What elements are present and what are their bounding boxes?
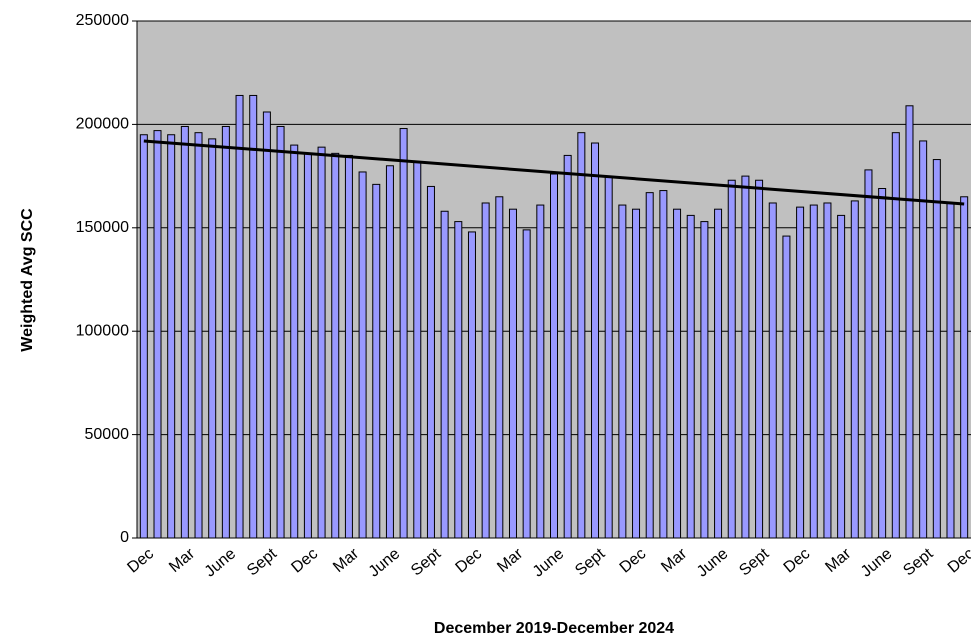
- bar: [249, 94, 258, 539]
- y-tick-label: 50000: [85, 426, 130, 443]
- bar: [905, 105, 914, 539]
- bar: [563, 154, 572, 539]
- y-tick-label: 250000: [76, 12, 129, 29]
- bar: [618, 204, 627, 539]
- y-tick-label: 150000: [76, 219, 129, 236]
- bar: [604, 175, 613, 539]
- bar: [673, 208, 682, 539]
- bar: [290, 144, 299, 539]
- bar: [317, 146, 326, 539]
- x-tick-label: June: [858, 545, 896, 580]
- bar: [262, 111, 271, 539]
- bar: [139, 134, 148, 539]
- x-tick-label: Dec: [781, 545, 814, 576]
- bar: [700, 221, 709, 539]
- x-tick-label: Mar: [658, 545, 691, 576]
- bar: [577, 132, 586, 539]
- bar: [153, 130, 162, 539]
- bar: [659, 190, 668, 539]
- bar: [960, 196, 969, 539]
- bar: [878, 188, 887, 539]
- bar: [167, 134, 176, 539]
- bar: [714, 208, 723, 539]
- x-tick-label: Mar: [166, 545, 199, 576]
- bar: [522, 229, 531, 539]
- bar: [467, 231, 476, 539]
- x-tick-label: Sept: [244, 545, 281, 580]
- bar: [645, 192, 654, 539]
- bar: [809, 204, 818, 539]
- bar: [331, 152, 340, 539]
- x-tick-label: Dec: [945, 545, 971, 576]
- x-tick-label: Sept: [900, 545, 937, 580]
- bar: [837, 214, 846, 539]
- bar: [372, 183, 381, 539]
- bar: [823, 202, 832, 539]
- bar: [440, 210, 449, 539]
- x-tick-label: Sept: [736, 545, 773, 580]
- x-tick-label: Dec: [453, 545, 486, 576]
- bar: [755, 179, 764, 539]
- y-tick-label: 200000: [76, 116, 129, 133]
- trendline: [143, 139, 965, 206]
- bar: [536, 204, 545, 539]
- x-tick-label: Dec: [124, 545, 157, 576]
- bar: [508, 208, 517, 539]
- bar: [796, 206, 805, 539]
- bar: [481, 202, 490, 539]
- bar: [221, 125, 230, 539]
- bar: [891, 132, 900, 539]
- bar: [180, 125, 189, 539]
- bar: [864, 169, 873, 539]
- bar: [550, 173, 558, 539]
- bar: [276, 125, 285, 539]
- bar: [591, 142, 600, 539]
- x-tick-label: June: [366, 545, 404, 580]
- bar: [850, 200, 859, 539]
- bar: [946, 202, 955, 539]
- bar: [344, 154, 353, 539]
- bar: [399, 128, 408, 539]
- bar: [235, 94, 244, 539]
- x-tick-label: Mar: [822, 545, 855, 576]
- x-tick-label: Dec: [617, 545, 650, 576]
- bar: [358, 171, 367, 539]
- bar: [768, 202, 777, 539]
- x-tick-label: Mar: [330, 545, 363, 576]
- y-tick-label: 0: [120, 529, 129, 546]
- x-axis-title: December 2019-December 2024: [434, 620, 674, 637]
- y-tick-label: 100000: [76, 322, 129, 339]
- bar: [686, 214, 695, 539]
- x-tick-label: June: [530, 545, 568, 580]
- bar: [426, 185, 435, 539]
- x-tick-label: June: [694, 545, 732, 580]
- bar: [194, 132, 203, 539]
- bar: [454, 221, 463, 539]
- bar: [208, 138, 217, 539]
- bar: [413, 161, 422, 539]
- x-tick-label: Sept: [572, 545, 609, 580]
- x-tick-label: Mar: [494, 545, 527, 576]
- x-tick-label: Sept: [408, 545, 445, 580]
- bar: [932, 159, 941, 539]
- bar: [303, 152, 312, 539]
- bar: [495, 196, 504, 539]
- bar: [782, 235, 791, 539]
- y-axis-title: Weighted Avg SCC: [19, 208, 36, 352]
- bar: [741, 175, 750, 539]
- x-tick-label: Dec: [288, 545, 321, 576]
- bar: [632, 208, 641, 539]
- bar: [727, 179, 736, 539]
- bar: [385, 165, 394, 539]
- x-tick-label: June: [202, 545, 240, 580]
